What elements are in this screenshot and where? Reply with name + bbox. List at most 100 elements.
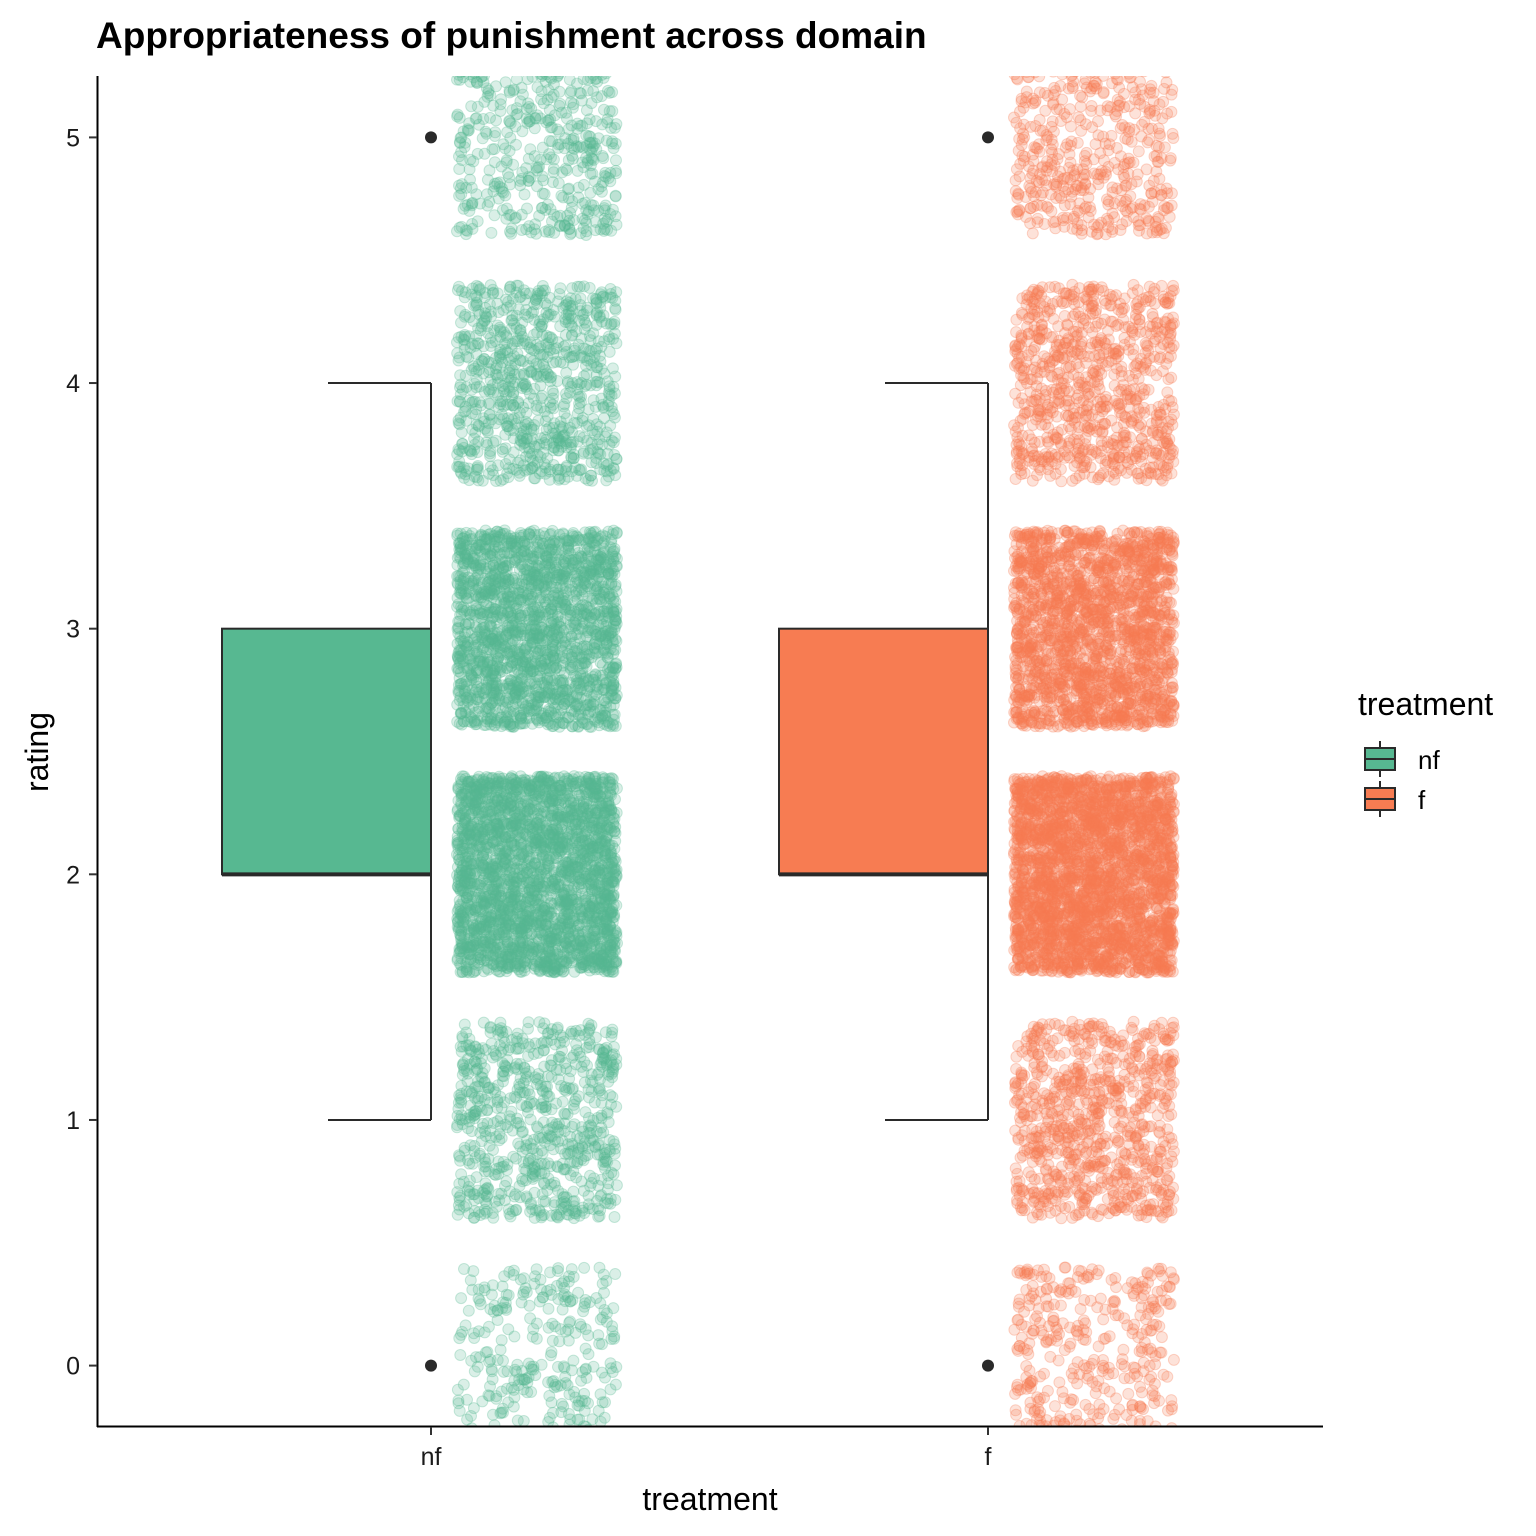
jitter-point [471, 1360, 484, 1373]
jitter-point [507, 1264, 520, 1277]
jitter-point [478, 1457, 489, 1468]
jitter-point [575, 1121, 588, 1134]
jitter-point [530, 1317, 543, 1330]
jitter-point [520, 1286, 533, 1299]
jitter-point [501, 1457, 512, 1468]
jitter-point [456, 1032, 469, 1045]
jitter-point [510, 1365, 523, 1378]
jitter-point [569, 1326, 582, 1339]
jitter-point [546, 1116, 559, 1129]
jitter-point [596, 1277, 609, 1290]
jitter-point [527, 1363, 540, 1376]
jitter-point [486, 1373, 499, 1386]
jitter-point [594, 1313, 607, 1326]
jitter-point [583, 1041, 596, 1054]
jitter-point [544, 1349, 557, 1362]
jitter-point [593, 1210, 606, 1222]
jitter-point [497, 1406, 509, 1419]
jitter-point [547, 1375, 560, 1387]
jitter-point [586, 1436, 597, 1447]
jitter-point [564, 1157, 577, 1169]
jitter-point [527, 1142, 540, 1155]
jitter-point [575, 1374, 588, 1387]
jitter-point [547, 1028, 559, 1041]
jitter-point [549, 1133, 561, 1146]
jitter-point [497, 1296, 510, 1309]
jitter-point [537, 1022, 550, 1035]
jitter-point [537, 1291, 550, 1304]
jitter-point [586, 1413, 599, 1426]
jitter-point [471, 1434, 482, 1445]
jitter-point [468, 1109, 481, 1121]
jitter-point [563, 1418, 576, 1427]
jitter-point [500, 1175, 513, 1188]
jitter-point [459, 1319, 472, 1332]
jitter-point [551, 1161, 564, 1174]
jitter-point [572, 823, 585, 836]
jitter-point [491, 1354, 504, 1366]
jitter-point [466, 1283, 479, 1296]
jitter-point [529, 1270, 542, 1283]
jitter-point [516, 1145, 529, 1158]
jitter-point [555, 1406, 568, 1419]
jitter-point [451, 1119, 464, 1131]
jitter-point [558, 1281, 571, 1294]
jitter-point [495, 1334, 508, 1347]
jitter-point [570, 1038, 583, 1051]
jitter-point [546, 1334, 559, 1347]
jitter-point [499, 1118, 512, 1131]
jitter-point [535, 852, 547, 865]
jitter-point [546, 1317, 559, 1330]
jitter-point [590, 1292, 603, 1304]
jitter-point [568, 1447, 579, 1458]
jitter-point [503, 1265, 516, 1278]
jitter-point [575, 956, 588, 969]
jitter-point [491, 1093, 504, 1106]
jitter-point [593, 1337, 606, 1350]
jitter-point [503, 1435, 514, 1446]
jitter-point [535, 1209, 548, 1222]
jitter-point [453, 1332, 466, 1345]
jitter-point [523, 1299, 536, 1312]
jitter-point [540, 891, 553, 904]
jitter-point [589, 859, 601, 872]
jitter-point [562, 916, 575, 929]
jitter-point [509, 817, 522, 830]
jitter-point [549, 1038, 562, 1051]
jitter-point [552, 1053, 565, 1065]
jitter-point [458, 1141, 471, 1154]
jitter-point [552, 1073, 565, 1086]
jitter-point [491, 1101, 504, 1114]
jitter-point [493, 1194, 506, 1207]
jitter-point [541, 1285, 553, 1298]
jitter-point [463, 1157, 476, 1170]
jitter-point [578, 1300, 591, 1313]
jitter-point [577, 1154, 590, 1167]
jitter-point [533, 1131, 545, 1144]
jitter-point [461, 1426, 468, 1427]
jitter-point [465, 1044, 478, 1057]
jitter-point [495, 1432, 506, 1443]
jitter-point [527, 1323, 540, 1335]
jitter-point [469, 1108, 482, 1120]
jitter-point [484, 1434, 495, 1445]
jitter-point [454, 1349, 467, 1361]
jitter-point [521, 1386, 534, 1399]
jitter-point [571, 1157, 584, 1170]
jitter-point [480, 1197, 493, 1210]
jitter-point [484, 1353, 497, 1366]
jitter-point [528, 1277, 541, 1290]
jitter-point [564, 870, 577, 883]
jitter-point [484, 942, 496, 955]
jitter-point [608, 1211, 621, 1223]
jitter-point [583, 771, 595, 784]
jitter-point [595, 1173, 608, 1186]
jitter-point [499, 1296, 512, 1309]
jitter-point [461, 1413, 474, 1426]
jitter-point [574, 1132, 586, 1145]
jitter-point [571, 1413, 584, 1426]
jitter-point [472, 959, 484, 971]
jitter-point [475, 856, 488, 869]
jitter-point [463, 1432, 474, 1443]
jitter-point [596, 773, 609, 786]
